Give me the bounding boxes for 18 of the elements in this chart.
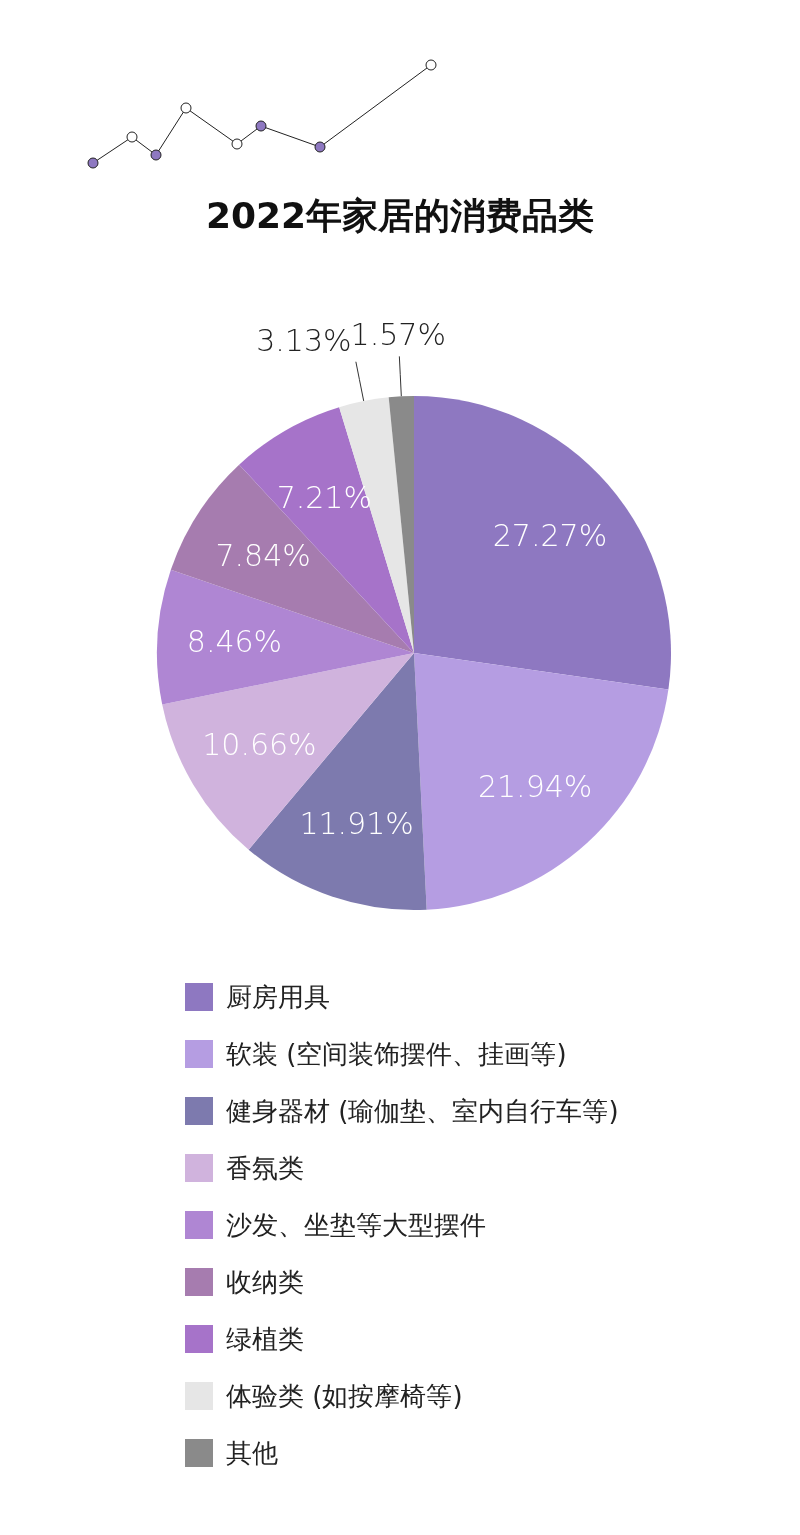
data-label: 21.94% <box>477 768 593 804</box>
legend-label: 健身器材 (瑜伽垫、室内自行车等) <box>226 1096 619 1126</box>
chart-title: 2022年家居的消费品类 <box>205 194 595 236</box>
legend-label: 其他 <box>226 1438 278 1468</box>
data-label: 3.13% <box>256 322 352 358</box>
legend-label: 沙发、坐垫等大型摆件 <box>226 1210 486 1240</box>
data-label: 27.27% <box>492 517 608 553</box>
data-label: 10.66% <box>202 727 317 763</box>
legend-label: 厨房用具 <box>226 982 330 1012</box>
data-label: 7.84% <box>215 537 311 573</box>
data-label: 8.46% <box>186 624 283 660</box>
legend-label: 体验类 (如按摩椅等) <box>226 1381 463 1411</box>
legend-label: 绿植类 <box>226 1324 304 1354</box>
legend-label: 收纳类 <box>226 1267 304 1297</box>
legend-label: 软装 (空间装饰摆件、挂画等) <box>226 1039 567 1069</box>
data-label: 1.57% <box>350 316 446 352</box>
legend-label: 香氛类 <box>226 1153 304 1183</box>
data-label: 11.91% <box>299 805 414 841</box>
